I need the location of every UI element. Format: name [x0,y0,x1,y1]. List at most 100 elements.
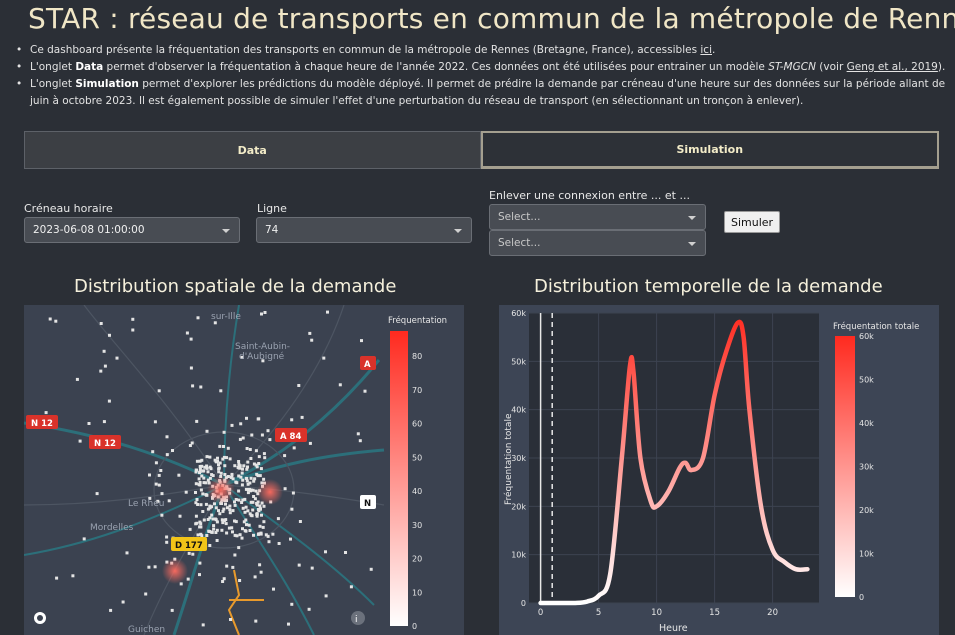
bus-stop-dot [214,460,218,464]
bus-stop-dot [148,496,152,500]
bus-stop-dot [199,488,203,492]
x-tick-labels: 0 5 10 15 20 [538,608,778,618]
bus-stop-dot [214,506,218,510]
bus-stop-dot [255,465,259,469]
bus-stop-dot [82,537,86,541]
map-colorbar-tick: 10 [412,588,422,597]
y-tick-label: 30k [511,454,526,463]
bus-stop-dot [260,312,263,316]
map-colorbar-tick: 60 [412,420,422,429]
bus-stop-dot [292,446,296,450]
demand-map[interactable]: sur-Ille Saint-Aubin- d'Aubigné Le Rheu … [24,305,464,635]
bus-stop-dot [234,498,238,501]
bus-stop-dot [238,533,242,537]
bus-stop-dot [262,452,266,456]
bus-stop-dot [231,477,235,481]
road-shield-d177: D 177 [175,541,203,551]
bus-stop-dot [194,470,198,474]
map-colorbar-tick: 70 [412,386,422,395]
bus-stop-dot [215,539,219,542]
temporal-colorbar-tick: 40k [859,419,874,428]
temporal-colorbar-tick: 20k [859,506,874,515]
map-colorbar-tick: 50 [412,453,422,462]
bus-stop-dot [194,482,198,486]
bus-stop-dot [201,492,205,496]
bus-stop-dot [238,437,242,441]
bus-stop-dot [205,464,209,468]
bus-stop-dot [153,565,157,569]
bus-stop-dot [230,472,234,476]
bus-stop-dot [231,530,234,534]
bus-stop-dot [230,526,234,530]
map-attribution: i [34,611,365,625]
bus-stop-dot [290,418,294,422]
x-tick-label: 0 [538,608,543,618]
road-shield-a84: A 84 [280,432,301,442]
bus-stop-dot [254,449,258,453]
bus-stop-dot [261,525,265,529]
bus-stop-dot [165,540,169,544]
bus-stop-dot [194,501,198,505]
temporal-chart[interactable]: 0 10k 20k 30k 40k 50k 60k 0 5 10 15 20 Heure Fréqu… [499,305,939,635]
y-tick-label: 0 [521,599,526,608]
bus-stop-dot [210,513,214,517]
source-link[interactable]: ici [700,44,712,56]
bus-stop-dot [217,466,221,470]
bus-stop-dot [189,366,193,370]
paper-link[interactable]: Geng et al., 2019 [846,61,938,73]
bus-stop-dot [283,487,287,491]
remove-to-select[interactable]: Select... [489,230,706,256]
bus-stop-dot [198,471,201,475]
map-hotspots [162,476,283,584]
line-select[interactable]: 74 [256,217,472,243]
bus-stop-dot [271,532,275,536]
bus-stop-dot [248,529,252,532]
bus-stop-dot [131,317,135,321]
tab-simulation[interactable]: Simulation [480,131,939,169]
timeslot-select[interactable]: 2023-06-08 01:00:00 [24,217,240,243]
bus-stop-dot [179,582,183,586]
bus-stop-dot [248,481,252,485]
bus-stop-dot [212,524,216,528]
bus-stop-dot [222,445,225,448]
bus-stop-dot [310,566,314,570]
bus-stop-dot [200,474,204,478]
line-value: 74 [265,224,279,236]
remove-to-placeholder: Select... [498,237,541,249]
bus-stop-dot [153,420,157,424]
bus-stop-dot [177,473,181,477]
bus-stop-dot [228,504,232,508]
map-colorbar-tick: 40 [412,487,422,496]
bus-stop-dot [170,608,174,612]
bus-stop-dot [217,463,220,467]
bus-stop-dot [259,531,263,535]
simulate-button[interactable]: Simuler [724,211,781,233]
bus-stop-dot [71,574,75,578]
tab-data[interactable]: Data [24,131,481,169]
tab-bar: Data Simulation [24,131,939,169]
map-colorbar-title: Fréquentation [388,315,447,326]
bus-stop-dot [198,525,202,529]
bus-stop-dot [221,521,225,525]
bus-stop-dot [221,457,225,461]
bus-stop-dot [240,501,244,504]
bus-stop-dot [218,512,222,516]
place-label: Saint-Aubin- [235,342,290,352]
bus-stop-dot [268,438,272,442]
bus-stop-dot [165,453,169,457]
temporal-colorbar-tick: 30k [859,463,874,472]
bus-stop-dot [171,449,174,452]
bus-stop-dot [369,567,373,571]
bus-stop-dot [248,448,252,451]
bus-stop-dot [208,506,212,510]
bus-stop-dot [220,518,224,522]
bus-stop-dot [208,504,212,508]
bus-stop-dot [160,513,164,517]
bus-stop-dot [107,399,111,403]
bus-stop-dot [222,577,226,581]
bus-stop-dot [252,479,256,483]
bus-stop-dot [260,513,263,517]
bus-stop-dot [277,542,281,545]
bus-stop-dot [297,563,301,567]
remove-from-select[interactable]: Select... [489,204,706,230]
